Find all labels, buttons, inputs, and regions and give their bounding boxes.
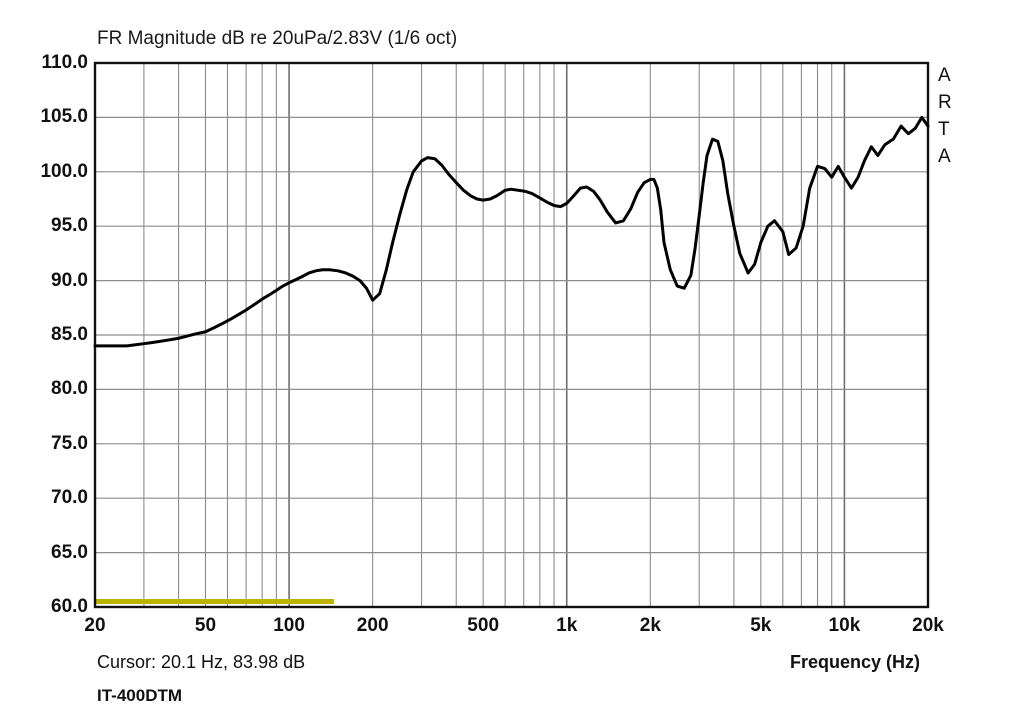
watermark-letter: A [938, 65, 951, 86]
x-axis-tick-label: 200 [356, 615, 389, 636]
device-label: IT-400DTM [97, 686, 183, 705]
x-axis-tick-label: 50 [194, 615, 217, 636]
chart-title: FR Magnitude dB re 20uPa/2.83V (1/6 oct) [97, 28, 458, 49]
plot-frame [93, 61, 930, 609]
cursor-readout: Cursor: 20.1 Hz, 83.98 dB [97, 652, 306, 672]
y-axis-tick-label: 100.0 [40, 160, 88, 182]
x-axis-tick-label: 5k [750, 615, 772, 636]
x-axis-tick-label: 1k [556, 615, 578, 636]
x-axis-tick-label: 500 [467, 615, 500, 636]
watermark-letter: A [938, 146, 951, 167]
x-axis-label: Frequency (Hz) [790, 652, 921, 672]
y-axis-tick-labels: 110.0 105.0 100.0 95.0 90.0 85.0 80.0 75.0 70.0 6… [18, 0, 88, 715]
y-axis-tick-label: 60.0 [51, 596, 88, 617]
y-axis-tick-label: 105.0 [40, 106, 88, 128]
y-axis-tick-label: 65.0 [51, 541, 88, 563]
watermark-letter: R [938, 92, 952, 113]
x-axis-tick-label: 20k [912, 615, 944, 636]
x-axis-tick-label: 20 [84, 615, 106, 636]
y-axis-tick-label: 70.0 [51, 487, 88, 509]
x-axis-tick-label: 100 [273, 615, 305, 636]
x-axis-tick-label: 2k [639, 615, 661, 636]
y-axis-tick-label: 90.0 [51, 269, 88, 291]
y-axis-tick-label: 95.0 [51, 215, 88, 237]
x-axis-tick-label: 10k [828, 615, 861, 636]
response-curve [93, 115, 930, 348]
y-axis-tick-label: 80.0 [51, 378, 88, 400]
y-axis-tick-label: 85.0 [51, 324, 88, 345]
watermark-letter: T [938, 119, 950, 140]
y-axis-tick-label: 110.0 [41, 52, 89, 73]
y-axis-tick-label: 75.0 [51, 432, 88, 454]
